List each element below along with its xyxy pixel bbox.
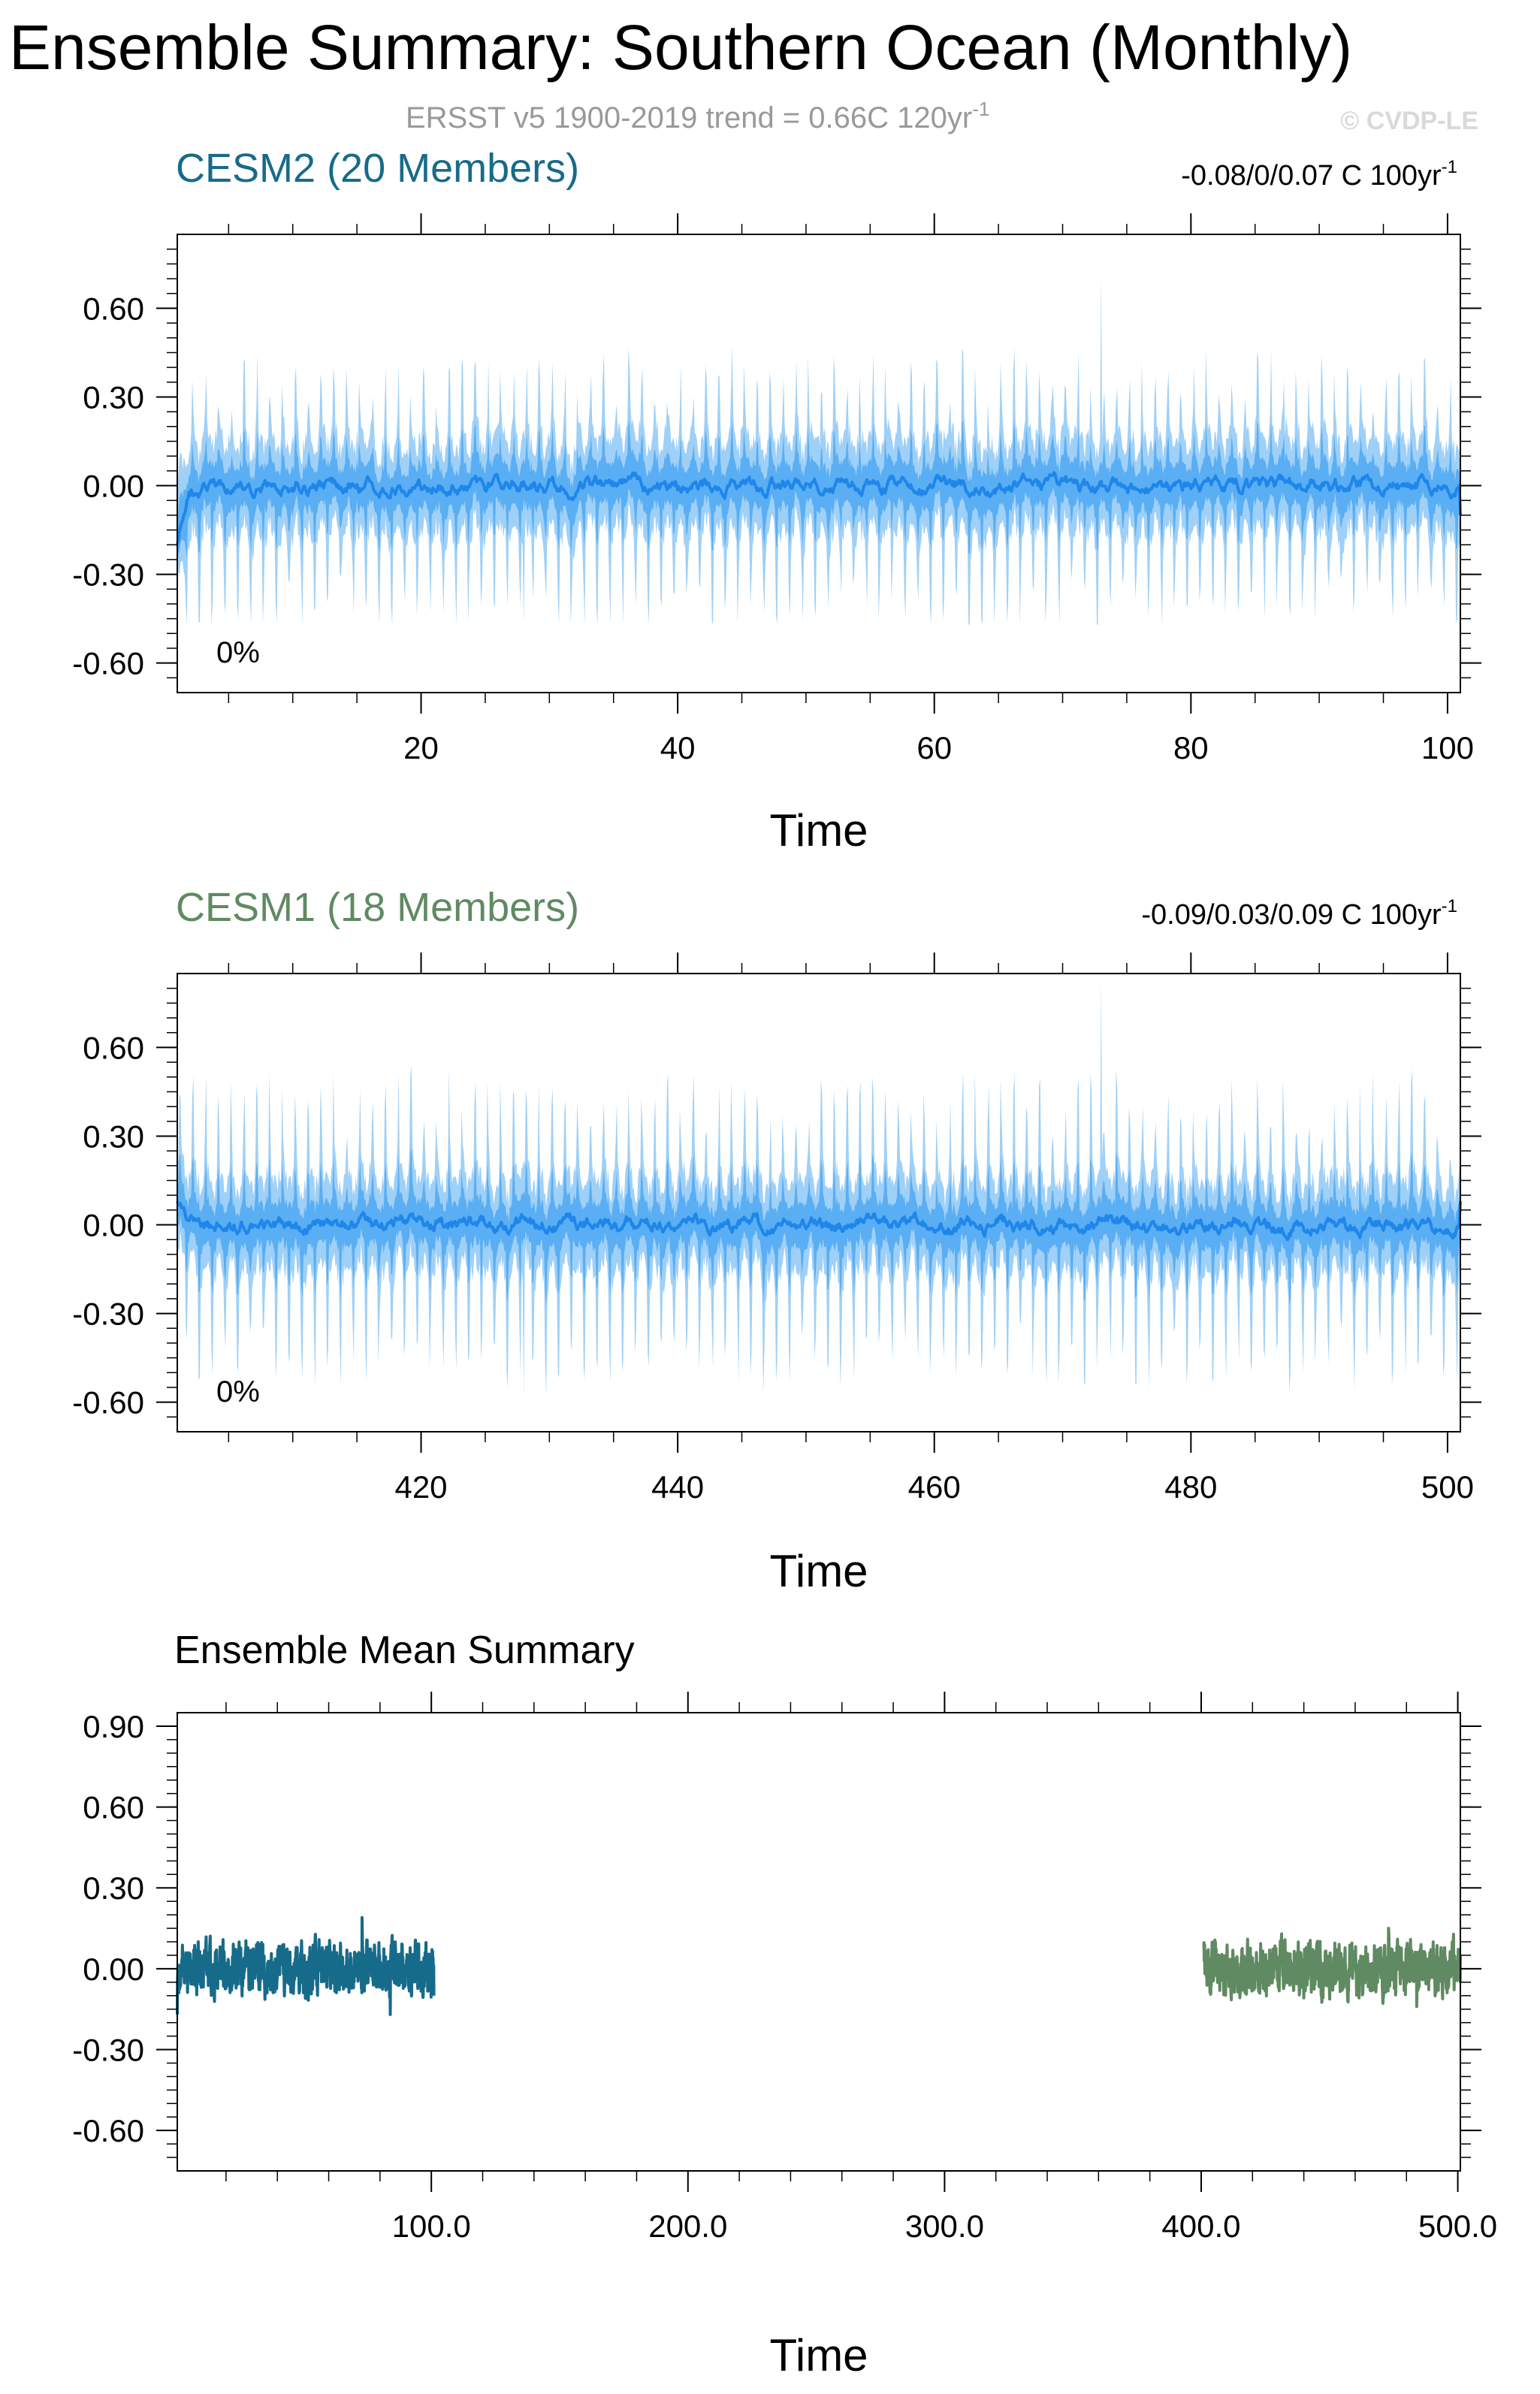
ensemble-mean-panel: Ensemble Mean Summary 100.0 200.0 300.0 400… <box>72 1629 1497 2380</box>
ensemble-mean-x-tick-label: 200.0 <box>648 2208 727 2244</box>
ensemble-mean-x-tick-label: 500.0 <box>1418 2208 1497 2244</box>
cesm1-y-tick-label: -0.60 <box>72 1385 144 1420</box>
cesm1-ensemble-mean-series <box>1202 1927 1462 2009</box>
cesm1-x-axis-title: Time <box>769 1546 868 1596</box>
cesm1-ensemble-mean-line <box>176 1200 1462 1242</box>
cesm1-x-tick-label: 420 <box>394 1469 447 1505</box>
subtitle-text: ERSST v5 1900-2019 trend = 0.66C 120yr <box>406 101 972 134</box>
cesm2-y-tick-label: 0.30 <box>83 379 144 415</box>
ensemble-mean-y-tick-label: -0.30 <box>72 2033 144 2068</box>
figure-subtitle: ERSST v5 1900-2019 trend = 0.66C 120yr-1 <box>406 98 989 134</box>
cesm2-x-tick-label: 100 <box>1421 730 1474 765</box>
cesm2-y-tick-label: -0.60 <box>72 646 144 681</box>
ensemble-mean-x-tick-label: 400.0 <box>1161 2208 1240 2244</box>
cesm1-x-tick-label: 480 <box>1164 1469 1217 1505</box>
cesm1-trend-superscript: -1 <box>1442 896 1457 916</box>
ensemble-mean-panel-title: Ensemble Mean Summary <box>174 1629 635 1672</box>
cesm2-plot-frame <box>177 234 1461 693</box>
ensemble-mean-x-axis-title: Time <box>769 2330 868 2380</box>
cesm2-ensemble-mean-line <box>176 471 1462 545</box>
cesm2-trend-superscript: -1 <box>1442 157 1457 177</box>
ensemble-mean-plot-frame <box>177 1712 1461 2172</box>
figure-title: Ensemble Summary: Southern Ocean (Monthl… <box>9 12 1352 83</box>
cesm1-min-max-band <box>177 982 1460 1396</box>
cesm1-y-tick-label: 0.60 <box>83 1030 144 1065</box>
cesm2-x-tick-label: 40 <box>660 730 696 765</box>
cesm1-panel: CESM1 (18 Members) -0.09/0.03/0.09 C 100… <box>72 885 1481 1596</box>
cesm1-y-tick-label: 0.00 <box>83 1208 144 1243</box>
watermark: © CVDP-LE <box>1340 107 1478 135</box>
ensemble-mean-y-tick-label: 0.00 <box>83 1952 144 1987</box>
ensemble-mean-x-tick-label: 100.0 <box>392 2208 471 2244</box>
cesm1-y-tick-label: 0.30 <box>83 1119 144 1154</box>
cesm2-panel-label: CESM2 (20 Members) <box>176 146 579 191</box>
cesm1-x-tick-label: 500 <box>1421 1469 1474 1505</box>
cesm1-percent-label: 0% <box>216 1375 260 1408</box>
cesm2-min-max-band <box>177 276 1460 625</box>
cesm2-y-tick-label: 0.00 <box>83 469 144 504</box>
cesm2-panel: CESM2 (20 Members) -0.08/0/0.07 C 100yr-… <box>72 146 1481 856</box>
cesm1-x-tick-label: 440 <box>651 1469 704 1505</box>
cesm2-trend-text: -0.08/0/0.07 C 100yr-1 <box>1181 157 1457 192</box>
cesm2-trend-value: -0.08/0/0.07 C 100yr <box>1181 160 1442 192</box>
cesm2-x-tick-label: 80 <box>1173 730 1209 765</box>
cesm1-panel-label: CESM1 (18 Members) <box>176 885 579 930</box>
ensemble-mean-series-layer <box>176 1916 1462 2016</box>
cesm2-y-tick-label: -0.30 <box>72 557 144 593</box>
cesm1-series-layer <box>176 982 1462 1396</box>
ensemble-mean-y-tick-label: 0.60 <box>83 1790 144 1825</box>
ensemble-mean-x-tick-label: 300.0 <box>905 2208 984 2244</box>
cesm1-x-tick-label: 460 <box>908 1469 961 1505</box>
cesm1-plot-frame <box>177 973 1461 1432</box>
cesm2-tick-layer: 20 40 60 80 100 -0.60 -0.30 0.00 0.30 0.60 <box>72 213 1481 765</box>
ensemble-mean-y-tick-label: 0.30 <box>83 1870 144 1906</box>
cesm2-x-tick-label: 60 <box>916 730 952 765</box>
ensemble-mean-y-tick-label: -0.60 <box>72 2113 144 2148</box>
cesm1-trend-value: -0.09/0.03/0.09 C 100yr <box>1141 899 1442 931</box>
cesm1-tick-layer: 420 440 460 480 500 -0.60 -0.30 0.00 0.30 0.60 <box>72 952 1481 1505</box>
cesm2-ensemble-mean-series <box>176 1916 436 2016</box>
cesm2-x-tick-label: 20 <box>403 730 439 765</box>
cesm2-x-axis-title: Time <box>769 805 868 856</box>
ensemble-mean-y-tick-label: 0.90 <box>83 1709 144 1744</box>
cesm2-series-layer <box>176 276 1462 625</box>
cesm2-percent-label: 0% <box>216 636 260 669</box>
ensemble-mean-tick-layer: 100.0 200.0 300.0 400.0 500.0 -0.60 -0.30 0.00 0… <box>72 1692 1497 2244</box>
cesm1-interquartile-band <box>177 1148 1460 1307</box>
cesm1-y-tick-label: -0.30 <box>72 1297 144 1332</box>
cesm1-trend-text: -0.09/0.03/0.09 C 100yr-1 <box>1141 896 1457 931</box>
cesm2-y-tick-label: 0.60 <box>83 291 144 326</box>
subtitle-superscript: -1 <box>972 98 989 120</box>
